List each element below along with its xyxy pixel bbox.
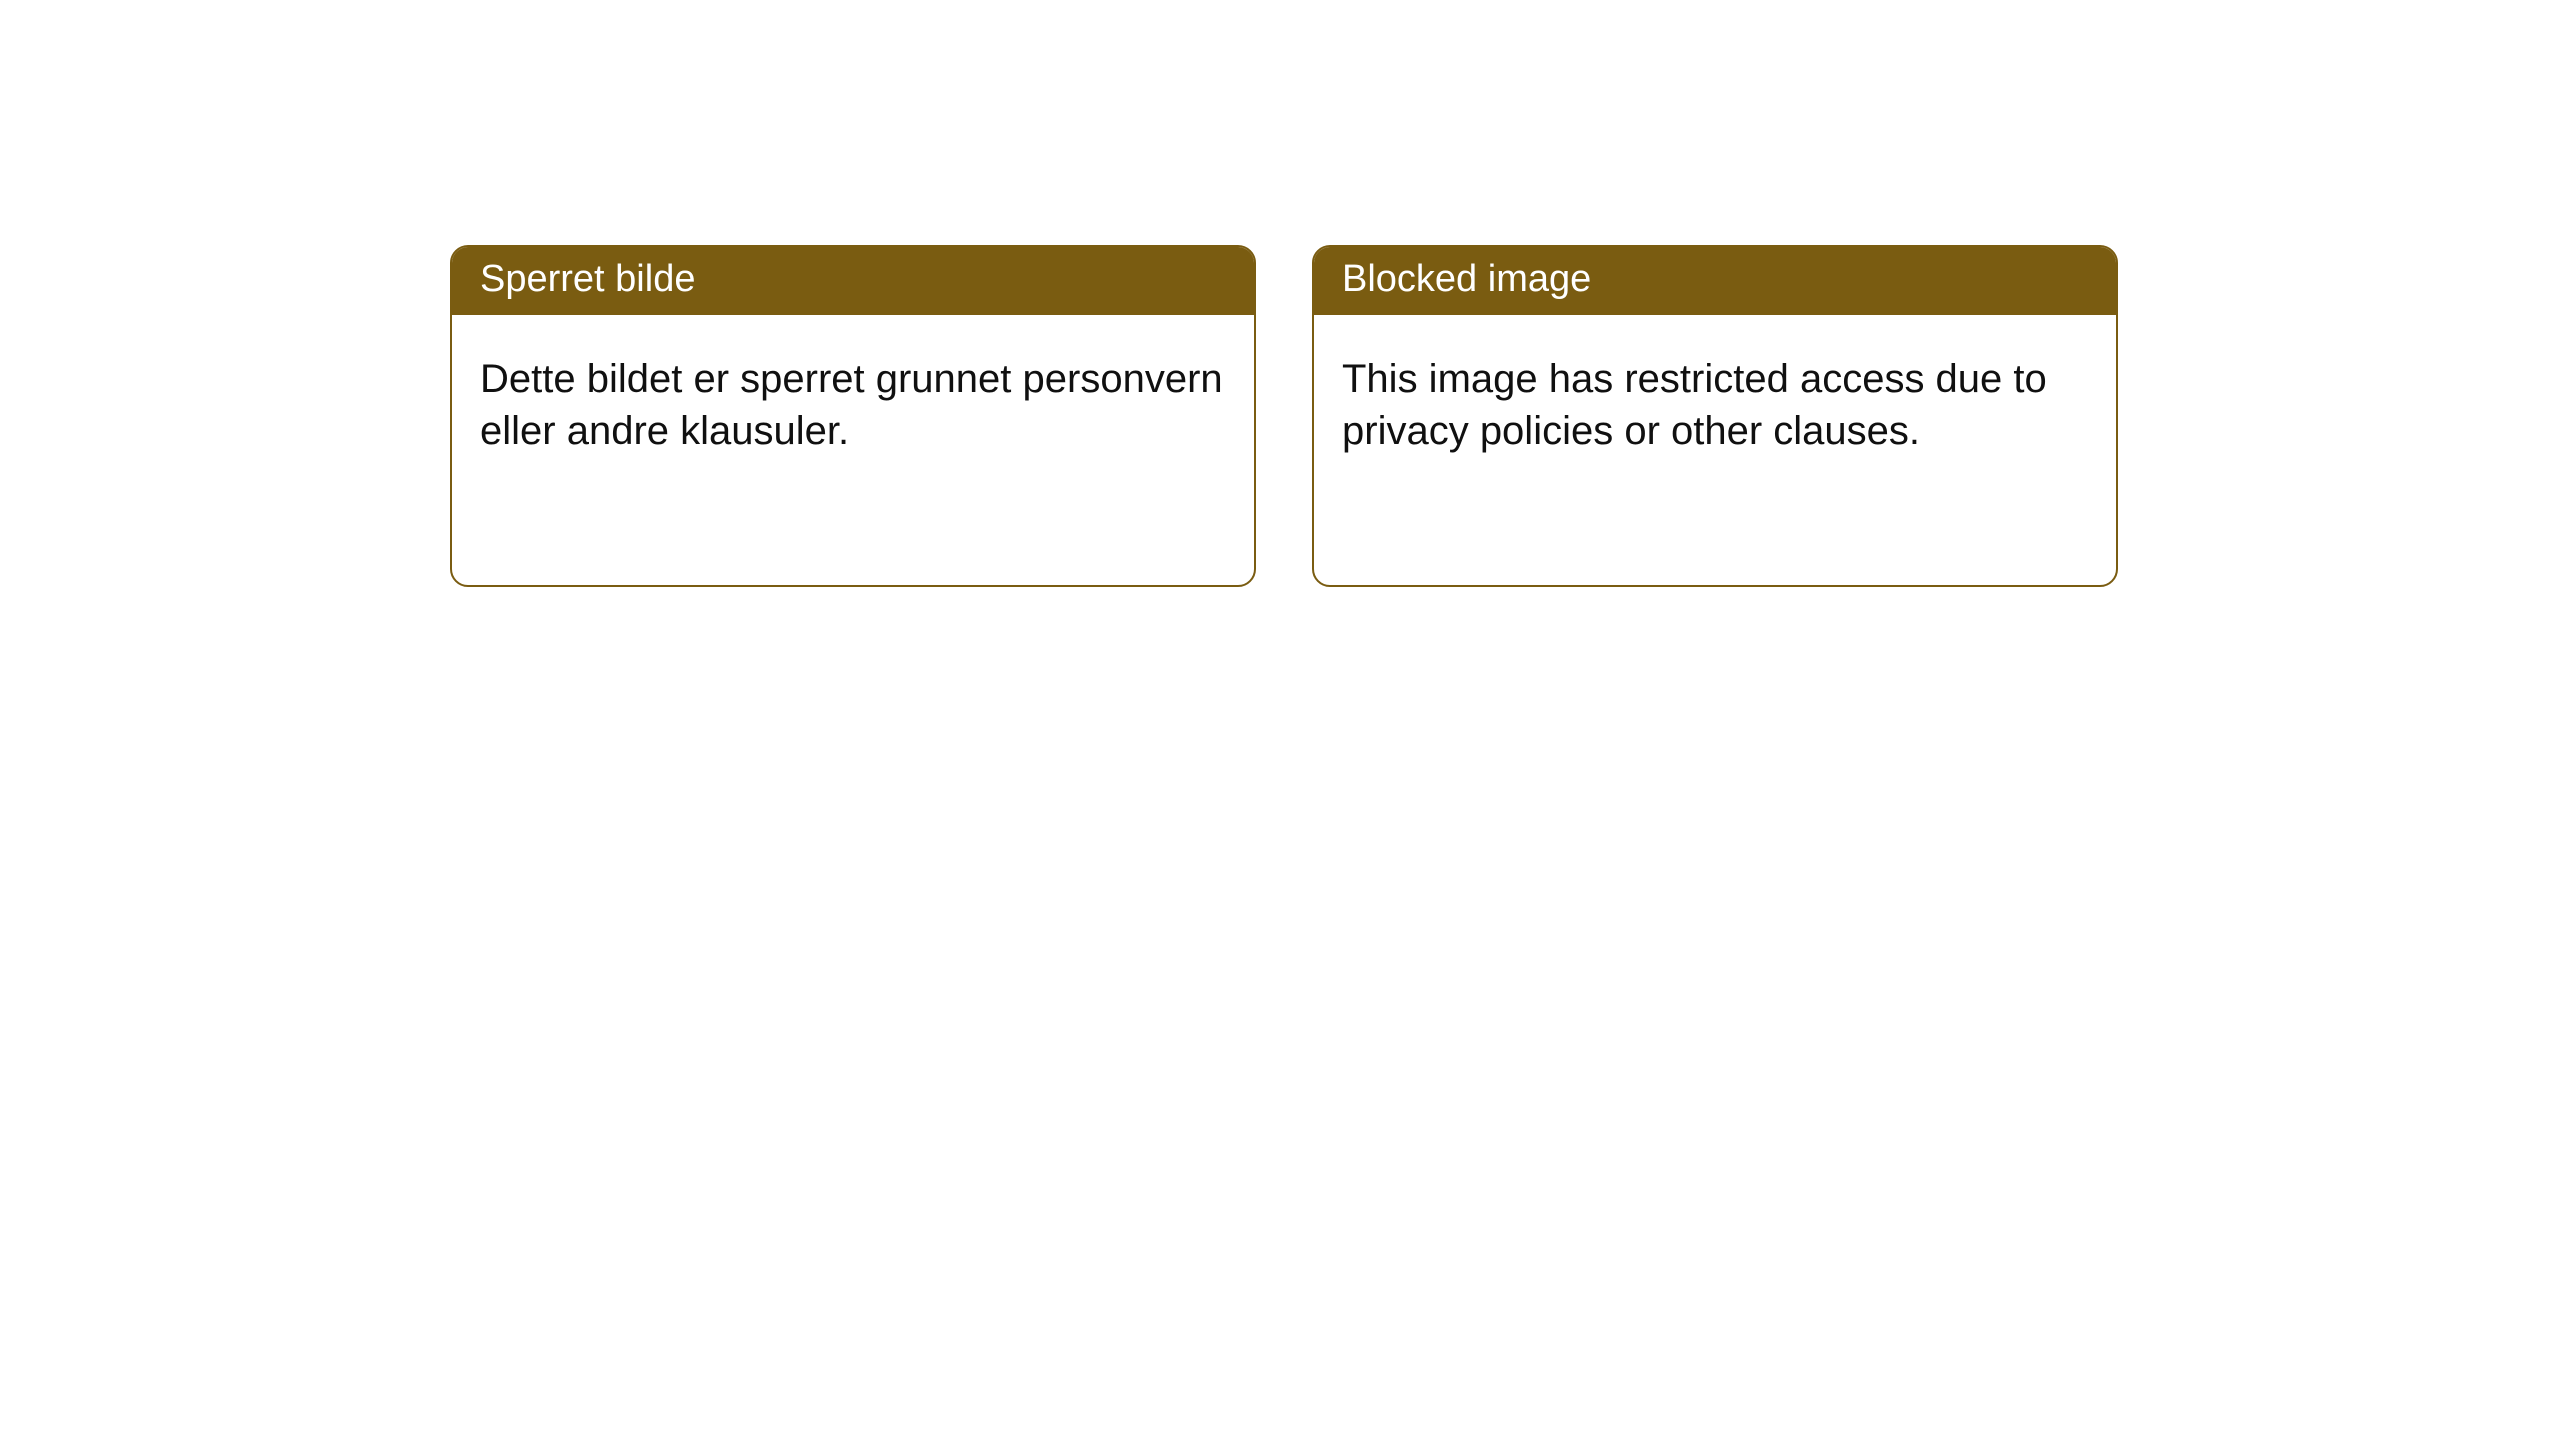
notice-card-english: Blocked image This image has restricted … [1312,245,2118,587]
notice-card-norwegian: Sperret bilde Dette bildet er sperret gr… [450,245,1256,587]
notice-title-norwegian: Sperret bilde [452,247,1254,315]
notice-body-norwegian: Dette bildet er sperret grunnet personve… [452,315,1254,585]
notice-title-english: Blocked image [1314,247,2116,315]
notice-body-english: This image has restricted access due to … [1314,315,2116,585]
notice-container: Sperret bilde Dette bildet er sperret gr… [0,0,2560,587]
